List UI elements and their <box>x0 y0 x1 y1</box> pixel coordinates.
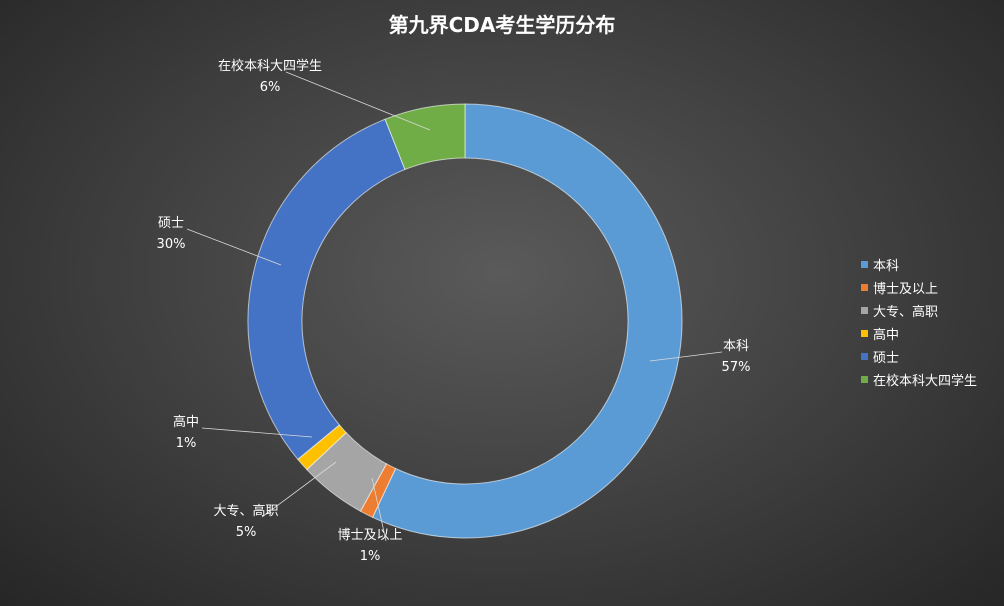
legend-label-6: 在校本科大四学生 <box>873 373 977 389</box>
data-label-name-6: 在校本科大四学生 <box>218 58 322 74</box>
data-label-name-5: 硕士 <box>158 216 184 231</box>
legend-swatch-2 <box>861 284 868 291</box>
leader-line-6 <box>285 71 431 131</box>
data-label-value-1: 57% <box>722 360 751 375</box>
legend-label-2: 博士及以上 <box>873 282 938 297</box>
legend-label-5: 硕士 <box>873 351 899 366</box>
legend-swatch-5 <box>861 353 868 360</box>
data-label-value-2: 1% <box>360 549 381 564</box>
legend-label-1: 本科 <box>873 259 899 274</box>
legend-swatch-1 <box>861 261 868 268</box>
leader-line-1 <box>649 351 723 362</box>
data-labels: 本科 57% 博士及以上 1% 大专、高职 5% 高中 1% 硕士 30% 在校本科大四学生 6% <box>157 58 751 564</box>
data-label-name-3: 大专、高职 <box>213 503 278 519</box>
data-label-value-3: 5% <box>236 525 257 540</box>
leader-lines <box>186 71 723 542</box>
leader-line-4 <box>201 427 313 438</box>
data-label-name-2: 博士及以上 <box>337 528 402 543</box>
data-label-value-4: 1% <box>176 436 197 451</box>
legend-swatch-4 <box>861 330 868 337</box>
data-label-value-6: 6% <box>260 80 281 95</box>
data-label-value-5: 30% <box>157 237 186 252</box>
slice-5 <box>247 118 406 461</box>
data-label-name-4: 高中 <box>173 414 199 430</box>
legend-swatch-3 <box>861 307 868 314</box>
slice-1 <box>371 103 683 539</box>
chart-title: 第九界CDA考生学历分布 <box>389 13 616 37</box>
leader-line-5 <box>186 228 282 266</box>
legend-label-4: 高中 <box>873 327 899 343</box>
data-label-name-1: 本科 <box>723 339 749 354</box>
legend-swatch-6 <box>861 376 868 383</box>
leader-line-3 <box>261 461 337 518</box>
legend-label-3: 大专、高职 <box>873 304 938 320</box>
donut-slices <box>247 103 683 539</box>
leader-line-2 <box>371 477 387 542</box>
